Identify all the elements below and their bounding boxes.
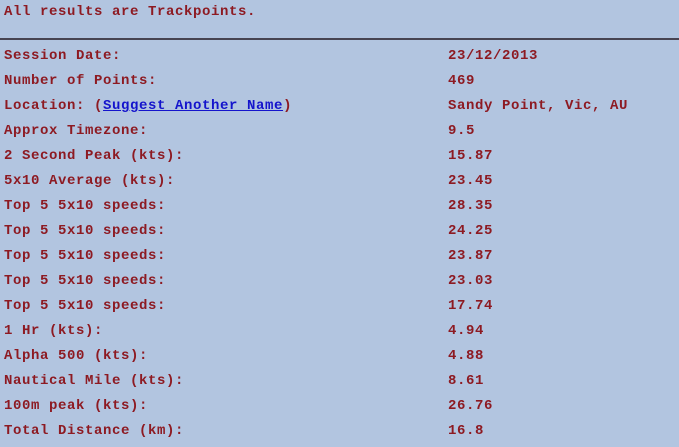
result-row: Alpha 500 (kts): 4.88 — [0, 344, 679, 369]
close-paren: ) — [283, 98, 293, 114]
result-row-label: 5x10 Average (kts): — [4, 173, 176, 189]
result-row-label: 1 Hr (kts): — [4, 323, 104, 339]
result-row: Total Distance (km): 16.8 — [0, 419, 679, 444]
result-row-label: Top 5 5x10 speeds: — [4, 248, 167, 264]
result-row: Nautical Mile (kts): 8.61 — [0, 369, 679, 394]
result-row-label: Top 5 5x10 speeds: — [4, 273, 167, 289]
result-row-value: 15.87 — [448, 148, 494, 164]
result-row-label: Session Date: — [4, 48, 122, 64]
result-row-label: 2 Second Peak (kts): — [4, 148, 185, 164]
result-row-label: Top 5 5x10 speeds: — [4, 198, 167, 214]
result-row-label: Top 5 5x10 speeds: — [4, 298, 167, 314]
header-divider — [0, 38, 679, 40]
result-row: Top 5 5x10 speeds: 17.74 — [0, 294, 679, 319]
open-paren: ( — [94, 98, 104, 114]
result-row-label: Nautical Mile (kts): — [4, 373, 185, 389]
result-row: 1 Hr (kts): 4.94 — [0, 319, 679, 344]
result-row-value: 4.88 — [448, 348, 485, 364]
suggest-another-name-link[interactable]: Suggest Another Name — [103, 98, 284, 114]
result-row-value: Sandy Point, Vic, AU — [448, 98, 629, 114]
result-row: Session Date: 23/12/2013 — [0, 44, 679, 69]
result-row: Top 5 5x10 speeds: 23.03 — [0, 269, 679, 294]
result-row-value: 469 — [448, 73, 476, 89]
result-row: 5x10 Average (kts): 23.45 — [0, 169, 679, 194]
page-title: All results are Trackpoints. — [4, 4, 257, 20]
result-row-value: 23.03 — [448, 273, 494, 289]
result-row-label: Approx Timezone: — [4, 123, 149, 139]
result-row-value: 26.76 — [448, 398, 494, 414]
result-row-label: Number of Points: — [4, 73, 158, 89]
result-row-value: 9.5 — [448, 123, 476, 139]
result-row-label: Alpha 500 (kts): — [4, 348, 149, 364]
result-row-value: 24.25 — [448, 223, 494, 239]
result-row-value: 23.45 — [448, 173, 494, 189]
result-row: Top 5 5x10 speeds: 24.25 — [0, 219, 679, 244]
results-list: Session Date: 23/12/2013 Number of Points:… — [0, 44, 679, 444]
result-row-label: 100m peak (kts): — [4, 398, 149, 414]
result-row-value: 17.74 — [448, 298, 494, 314]
result-row: Number of Points: 469 — [0, 69, 679, 94]
result-row: Approx Timezone: 9.5 — [0, 119, 679, 144]
result-row-value: 8.61 — [448, 373, 485, 389]
result-row-value: 28.35 — [448, 198, 494, 214]
result-row-value: 23.87 — [448, 248, 494, 264]
result-row-label: Total Distance (km): — [4, 423, 185, 439]
result-row: Location: (Suggest Another Name) Sandy Po… — [0, 94, 679, 119]
result-row-value: 4.94 — [448, 323, 485, 339]
location-label-text: Location: — [4, 98, 95, 114]
result-row: 100m peak (kts): 26.76 — [0, 394, 679, 419]
result-row: Top 5 5x10 speeds: 28.35 — [0, 194, 679, 219]
result-row-value: 23/12/2013 — [448, 48, 539, 64]
result-row: 2 Second Peak (kts): 15.87 — [0, 144, 679, 169]
result-row-value: 16.8 — [448, 423, 485, 439]
result-row: Top 5 5x10 speeds: 23.87 — [0, 244, 679, 269]
result-row-label: Top 5 5x10 speeds: — [4, 223, 167, 239]
result-row-label: Location: (Suggest Another Name) — [4, 94, 292, 119]
